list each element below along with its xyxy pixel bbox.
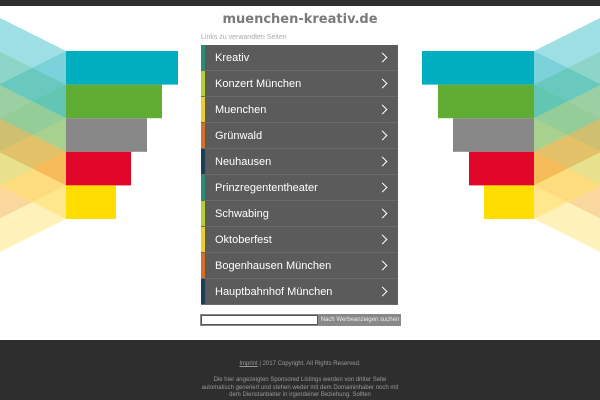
fan [534, 85, 600, 152]
chevron-right-icon [377, 130, 388, 141]
color-bar [469, 151, 534, 186]
fan [534, 118, 600, 186]
menu-item-label: Kreativ [215, 51, 250, 64]
menu-item[interactable]: Grünwald [201, 123, 398, 149]
menu-item-label: Hauptbahnhof München [215, 285, 333, 298]
fan [534, 185, 600, 252]
chevron-right-icon [377, 234, 388, 245]
color-bar [438, 84, 534, 119]
fan [534, 51, 600, 119]
menu-item[interactable]: Konzert München [201, 71, 398, 97]
color-bar [66, 118, 147, 152]
menu-item[interactable]: Hauptbahnhof München [201, 279, 398, 305]
fan [534, 152, 600, 219]
search-button[interactable]: Nach Werbeanzeigen suchen [319, 314, 401, 326]
fan [0, 152, 66, 219]
fan [0, 185, 66, 252]
menu-item[interactable]: Prinzregententheater [201, 175, 398, 201]
color-bar [484, 185, 534, 219]
related-links-label: Links zu verwandten Seiten [201, 34, 287, 41]
chevron-right-icon [377, 286, 388, 297]
search-input[interactable] [201, 315, 318, 325]
color-strip [201, 175, 205, 200]
color-strip [201, 45, 205, 70]
chevron-right-icon [377, 104, 388, 115]
color-bar [66, 151, 131, 186]
menu-item[interactable]: Oktoberfest [201, 227, 398, 253]
menu-item-label: Schwabing [215, 207, 269, 220]
color-strip [201, 149, 205, 174]
menu-item-label: Prinzregententheater [215, 181, 318, 194]
fan [0, 51, 66, 119]
menu-item[interactable]: Neuhausen [201, 149, 398, 175]
menu-item[interactable]: Muenchen [201, 97, 398, 123]
menu-item[interactable]: Kreativ [201, 45, 398, 71]
color-bar [66, 51, 178, 85]
color-strip [201, 279, 205, 304]
menu-item-label: Grünwald [215, 129, 263, 142]
color-bar [453, 118, 534, 152]
imprint-link[interactable]: Imprint [239, 361, 258, 367]
fan [0, 118, 66, 186]
fan [534, 18, 600, 85]
menu-item[interactable]: Bogenhausen München [201, 253, 398, 279]
color-bar [422, 51, 534, 85]
menu-item-label: Oktoberfest [215, 233, 272, 246]
chevron-right-icon [377, 182, 388, 193]
site-title: muenchen-kreativ.de [222, 12, 378, 27]
color-bar [66, 185, 116, 219]
fan [0, 18, 66, 85]
footer: Imprint | 2017 Copyright. All Rights Res… [0, 340, 600, 400]
copyright-text: | 2017 Copyright. All Rights Reserved. [257, 361, 361, 367]
color-strip [201, 123, 205, 148]
chevron-right-icon [377, 156, 388, 167]
menu-item-label: Muenchen [215, 103, 267, 116]
menu-item[interactable]: Schwabing [201, 201, 398, 227]
top-bar [0, 0, 600, 6]
chevron-right-icon [377, 52, 388, 63]
menu-item-label: Neuhausen [215, 155, 272, 168]
disclaimer-text: Die hier angezeigten Sponsored Listings … [201, 377, 399, 398]
color-bar [66, 84, 162, 119]
color-strip [201, 71, 205, 96]
color-strip [201, 201, 205, 226]
fan [0, 85, 66, 152]
color-strip [201, 227, 205, 252]
chevron-right-icon [377, 260, 388, 271]
color-strip [201, 253, 205, 278]
color-strip [201, 97, 205, 122]
menu-item-label: Konzert München [215, 77, 302, 90]
chevron-right-icon [377, 78, 388, 89]
chevron-right-icon [377, 208, 388, 219]
decorative-color-bars [0, 18, 600, 252]
menu-item-label: Bogenhausen München [215, 259, 332, 272]
search-bar: Nach Werbeanzeigen suchen [200, 314, 401, 326]
related-links-menu: Kreativ Konzert München Muenchen Grünwald Ne… [201, 45, 398, 305]
